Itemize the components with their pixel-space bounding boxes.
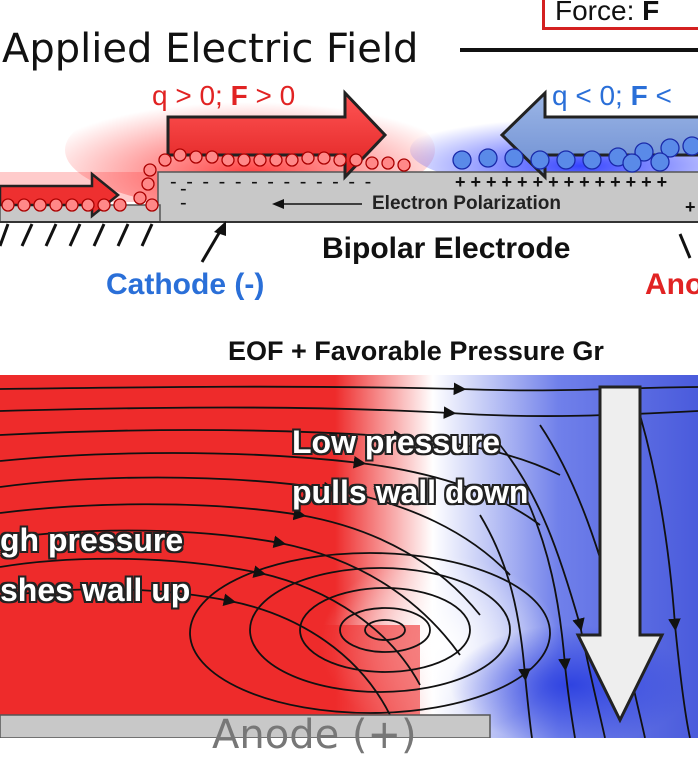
bipolar-electrode-label: Bipolar Electrode — [322, 232, 571, 265]
page-title: Applied Electric Field — [2, 26, 419, 72]
anode-floor — [0, 714, 491, 738]
flow-field — [0, 375, 698, 738]
anode-label-bottom: Anode (+) — [212, 712, 417, 758]
negative-label-post: < — [647, 80, 672, 111]
low-pressure-line2: pulls wall down — [292, 474, 529, 510]
anode-pointer — [678, 233, 692, 259]
negative-label-f: F — [630, 80, 648, 111]
eof-label: EOF + Favorable Pressure Gr — [228, 336, 604, 366]
electrode-minus-left: -- — [180, 178, 187, 214]
hatch-marks — [0, 223, 154, 247]
positive-label-f: F — [230, 80, 248, 111]
electrode-plus-row: + + + + + + + + + + + + + + — [455, 172, 668, 192]
electrode-minus-row: - - - - - - - - - - - - - — [170, 171, 374, 193]
negative-label-pre: q < 0; — [552, 80, 631, 111]
high-pressure-line2: shes wall up — [0, 572, 191, 608]
minus-1: - — [180, 178, 187, 200]
top-diagram — [0, 48, 698, 263]
negative-charge-label: q < 0; F < — [552, 80, 672, 112]
low-pressure-line1: Low pressure — [292, 424, 501, 460]
high-pressure-line1: gh pressure — [0, 522, 184, 558]
minus-2: - — [180, 192, 187, 214]
anode-label-top: Ano — [645, 268, 698, 301]
force-legend-symbol: F — [642, 0, 660, 26]
force-legend-prefix: Force: — [555, 0, 643, 26]
anion-row — [452, 136, 698, 173]
electrode-plus-right: + — [685, 197, 696, 217]
positive-charge-label: q > 0; F > 0 — [152, 80, 295, 112]
down-force-arrow — [575, 385, 665, 724]
cathode-label: Cathode (-) — [106, 268, 265, 301]
positive-label-pre: q > 0; — [152, 80, 231, 111]
cation-row — [1, 148, 411, 212]
force-legend-box: Force: F — [542, 0, 698, 30]
positive-label-post: > 0 — [247, 80, 296, 111]
cathode-pointer — [200, 227, 224, 263]
electron-polarization-label: Electron Polarization — [372, 193, 561, 214]
